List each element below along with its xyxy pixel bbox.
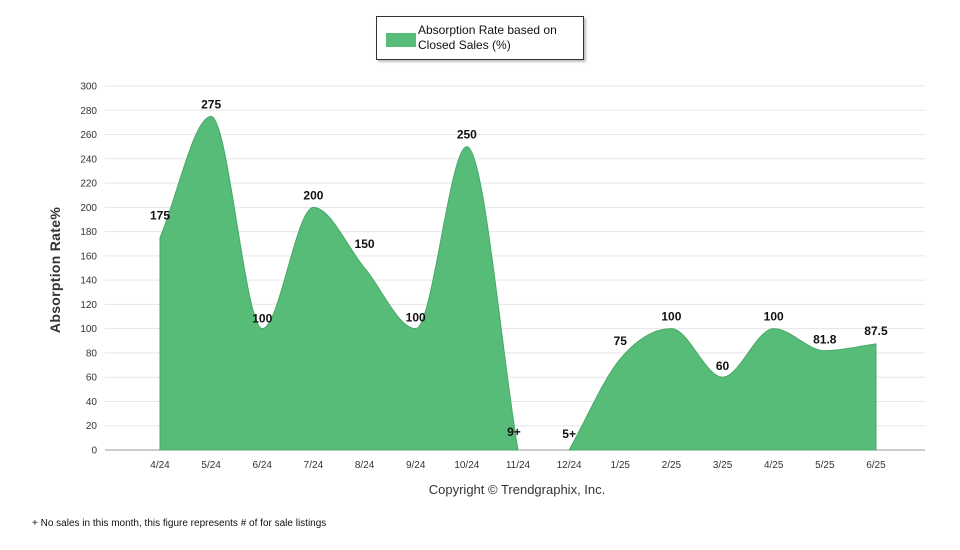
x-tick-label: 8/24	[355, 460, 375, 471]
x-tick-label: 7/24	[304, 460, 324, 471]
footnote: + No sales in this month, this figure re…	[32, 518, 327, 529]
x-tick-label: 12/24	[557, 460, 582, 471]
x-tick-label: 6/24	[253, 460, 273, 471]
y-tick-label: 80	[86, 348, 98, 359]
data-label: 100	[661, 310, 681, 324]
x-tick-label: 4/25	[764, 460, 784, 471]
y-tick-label: 20	[86, 421, 98, 432]
copyright-text: Copyright © Trendgraphix, Inc.	[428, 482, 606, 497]
y-tick-label: 40	[86, 397, 98, 408]
x-tick-label: 11/24	[506, 460, 531, 471]
x-tick-label: 1/25	[611, 460, 631, 471]
data-label: 87.5	[864, 324, 888, 338]
y-tick-label: 260	[80, 130, 97, 141]
y-tick-label: 120	[80, 300, 97, 311]
x-tick-label: 5/25	[815, 460, 835, 471]
data-label: 60	[716, 359, 730, 373]
data-label: 75	[614, 334, 628, 348]
data-label: 9+	[507, 425, 521, 439]
x-tick-label: 5/24	[201, 460, 221, 471]
y-tick-label: 240	[80, 154, 97, 165]
y-tick-label: 60	[86, 373, 98, 384]
data-label: 275	[201, 97, 221, 111]
y-tick-label: 140	[80, 276, 97, 287]
data-label: 150	[355, 237, 375, 251]
chart-legend: Absorption Rate based on Closed Sales (%…	[376, 16, 584, 60]
data-label: 5+	[562, 427, 576, 441]
data-label: 200	[303, 188, 323, 202]
x-tick-label: 3/25	[713, 460, 733, 471]
data-label: 175	[150, 209, 170, 223]
y-tick-label: 280	[80, 106, 97, 117]
x-tick-label: 9/24	[406, 460, 426, 471]
area-series-segment	[159, 115, 519, 451]
y-tick-label: 160	[80, 251, 97, 262]
data-label: 81.8	[813, 333, 837, 347]
area-series-segment	[568, 328, 877, 451]
data-label: 100	[764, 310, 784, 324]
x-tick-label: 4/24	[150, 460, 170, 471]
y-tick-label: 0	[91, 446, 97, 457]
legend-label: Absorption Rate based on Closed Sales (%…	[418, 23, 557, 52]
y-tick-label: 100	[80, 324, 97, 335]
data-label: 100	[406, 311, 426, 325]
y-tick-label: 180	[80, 227, 97, 238]
x-tick-label: 10/24	[454, 460, 479, 471]
y-tick-label: 200	[80, 203, 97, 214]
x-tick-label: 6/25	[866, 460, 886, 471]
y-tick-label: 220	[80, 179, 97, 190]
data-label: 100	[252, 312, 272, 326]
data-label: 250	[457, 128, 477, 142]
x-tick-label: 2/25	[662, 460, 682, 471]
y-axis-title: Absorption Rate%	[47, 206, 63, 334]
y-tick-label: 300	[80, 82, 97, 93]
legend-swatch	[386, 33, 416, 47]
